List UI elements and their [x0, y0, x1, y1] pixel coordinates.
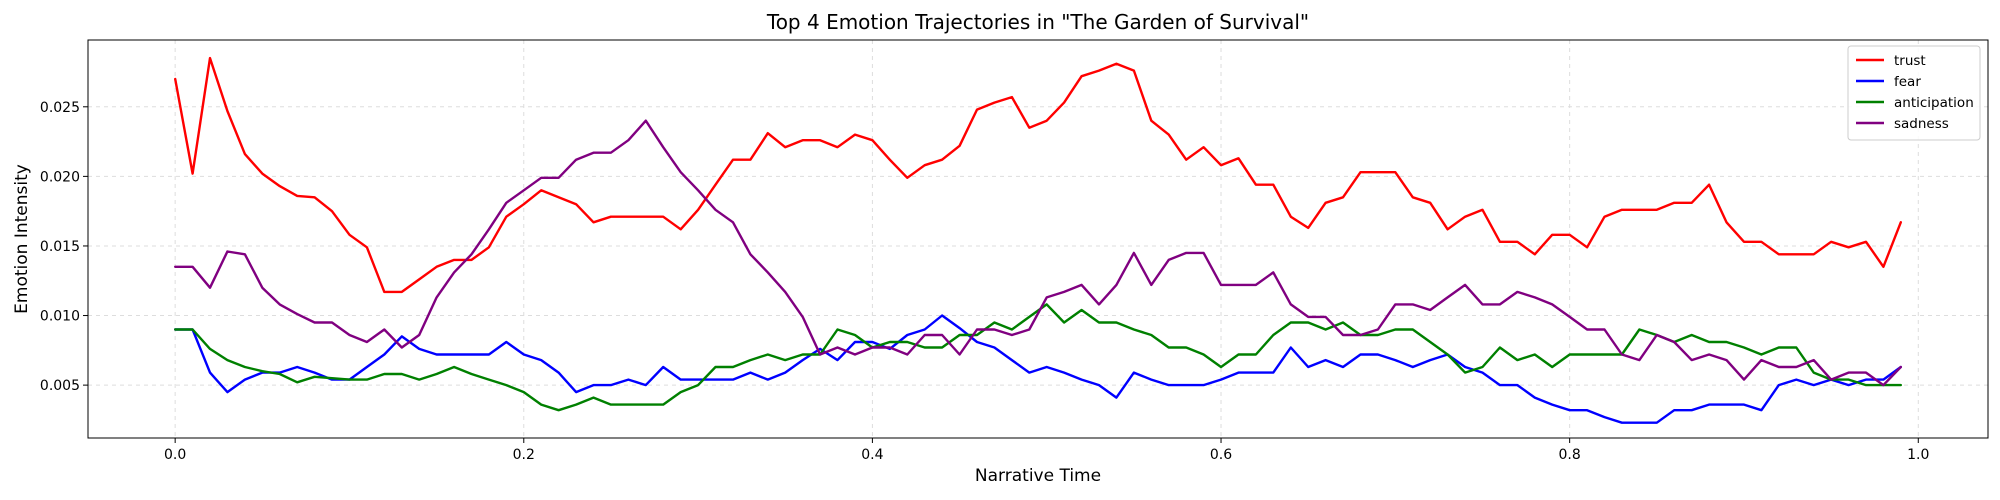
x-axis-label: Narrative Time — [975, 466, 1101, 486]
chart-title: Top 4 Emotion Trajectories in "The Garde… — [766, 10, 1309, 34]
x-tick-label: 0.0 — [164, 447, 186, 463]
x-tick-label: 0.4 — [861, 447, 883, 463]
legend-label-sadness: sadness — [1894, 116, 1949, 132]
x-axis-ticks: 0.0 0.2 0.4 0.6 0.8 1.0 — [164, 438, 1929, 463]
y-tick-label: 0.025 — [40, 100, 80, 116]
series-line-trust — [173, 56, 1903, 294]
y-tick-label: 0.015 — [40, 239, 80, 255]
legend-label-trust: trust — [1894, 53, 1926, 69]
series-line-fear — [173, 314, 1903, 424]
legend-label-anticipation: anticipation — [1894, 95, 1974, 111]
series-line-anticipation — [173, 303, 1903, 412]
series-line-sadness — [173, 119, 1903, 387]
series-lines — [173, 56, 1903, 424]
y-tick-label: 0.020 — [40, 169, 80, 185]
legend: trust fear anticipation sadness — [1847, 45, 1981, 141]
y-axis-ticks: 0.005 0.010 0.015 0.020 0.025 — [40, 100, 88, 394]
x-tick-label: 0.2 — [513, 447, 535, 463]
y-tick-label: 0.005 — [40, 378, 80, 394]
y-axis-label: Emotion Intensity — [12, 164, 32, 314]
x-tick-label: 1.0 — [1907, 447, 1929, 463]
legend-label-fear: fear — [1894, 74, 1921, 90]
plot-frame — [87, 39, 1989, 439]
y-tick-label: 0.010 — [40, 309, 80, 325]
legend-box — [1847, 45, 1981, 141]
x-tick-label: 0.6 — [1210, 447, 1232, 463]
x-tick-label: 0.8 — [1559, 447, 1581, 463]
